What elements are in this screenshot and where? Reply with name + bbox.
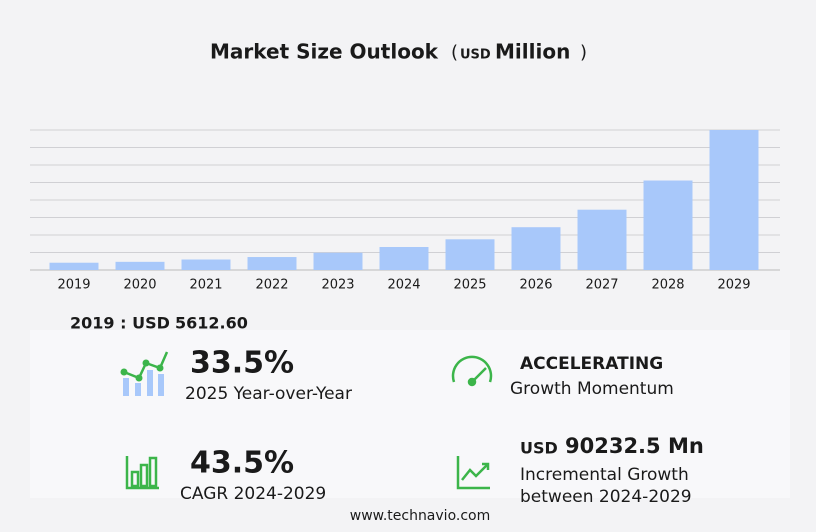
bar: [643, 180, 693, 270]
incr-value: 90232.5 Mn: [565, 434, 704, 458]
x-tick-label: 2020: [123, 278, 156, 293]
icon-momentum: [451, 355, 493, 387]
x-tick-label: 2027: [585, 278, 618, 293]
bar: [577, 209, 627, 270]
x-tick-label: 2028: [651, 278, 684, 293]
icon-yoy: [120, 351, 169, 396]
title-unit: Million: [495, 40, 570, 64]
bar: [247, 257, 297, 270]
x-tick-label: 2022: [255, 278, 288, 293]
plot: 2019 2020 2021 2022 2023 2024 2025 2026 2027 2028…: [49, 130, 759, 293]
x-tick-label: 2025: [453, 278, 486, 293]
chart-title: Market Size Outlook: [210, 40, 439, 64]
title-paren: (: [451, 42, 458, 63]
x-tick-label: 2023: [321, 278, 354, 293]
bar: [709, 130, 759, 270]
bar: [115, 261, 165, 270]
bar: [313, 252, 363, 270]
base-label: 2019 : USD: [70, 314, 170, 333]
bar: [445, 239, 495, 270]
bar: [181, 259, 231, 270]
title-currency: USD: [460, 48, 491, 63]
momentum-label: Growth Momentum: [510, 379, 674, 399]
cagr-label: CAGR 2024-2029: [180, 484, 326, 504]
yoy-value: 33.5%: [190, 346, 294, 381]
icon-increment: [456, 456, 490, 490]
bar: [511, 227, 561, 270]
x-tick-label: 2026: [519, 278, 552, 293]
incr-label: Incremental Growth: [520, 465, 689, 485]
x-tick-label: 2021: [189, 278, 222, 293]
bar: [49, 262, 99, 270]
incr-label: between 2024-2029: [520, 487, 692, 507]
footer: www.technavio.com: [350, 508, 491, 524]
momentum-value: ACCELERATING: [520, 354, 663, 374]
base-value: 5612.60: [175, 314, 248, 333]
bar: [379, 247, 429, 270]
x-tick-label: 2029: [717, 278, 750, 293]
icon-cagr: [125, 456, 159, 490]
x-tick-label: 2024: [387, 278, 420, 293]
incr-currency: USD: [520, 439, 558, 458]
cagr-value: 43.5%: [190, 446, 294, 481]
x-tick-label: 2019: [57, 278, 90, 293]
title-paren: ): [580, 42, 587, 63]
yoy-label: 2025 Year-over-Year: [185, 384, 352, 404]
